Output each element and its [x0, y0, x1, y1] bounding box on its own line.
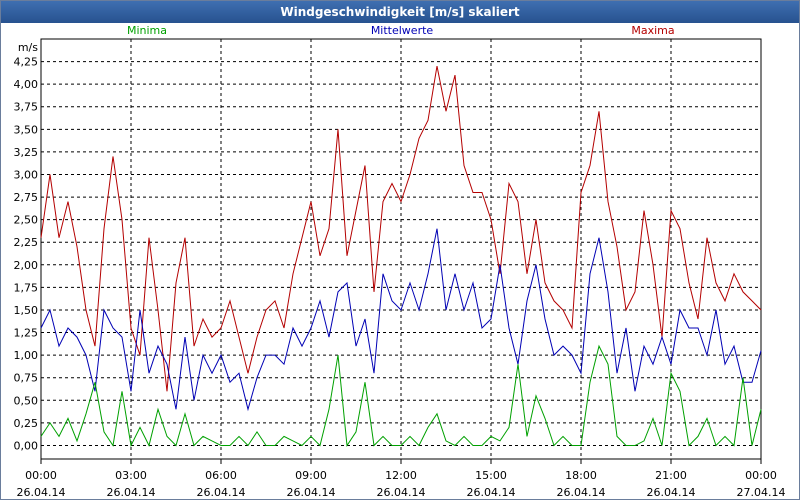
chart-title: Windgeschwindigkeit [m/s] skaliert	[1, 1, 799, 23]
y-tick-label: 2,50	[14, 214, 39, 227]
x-tick-time: 09:00	[295, 469, 327, 482]
y-tick-label: 1,25	[14, 327, 39, 340]
x-tick-time: 00:00	[745, 469, 777, 482]
series-line-minima	[40, 344, 762, 448]
x-tick-date: 26.04.14	[197, 486, 246, 499]
y-tick-label: 2,25	[14, 236, 39, 249]
y-tick-label: 4,25	[14, 56, 39, 69]
y-tick-label: 0,25	[14, 417, 39, 430]
y-tick-label: 3,25	[14, 146, 39, 159]
y-tick-label: 1,75	[14, 281, 39, 294]
x-tick-date: 26.04.14	[107, 486, 156, 499]
y-tick-label: 0,00	[14, 439, 39, 452]
y-tick-label: 2,00	[14, 259, 39, 272]
y-tick-label: 3,50	[14, 123, 39, 136]
x-tick-date: 26.04.14	[287, 486, 336, 499]
series-line-mittelwerte	[40, 228, 762, 412]
x-tick-date: 26.04.14	[467, 486, 516, 499]
x-tick-time: 18:00	[565, 469, 597, 482]
x-tick-date: 26.04.14	[377, 486, 426, 499]
x-tick-date: 26.04.14	[17, 486, 66, 499]
y-tick-label: 0,75	[14, 372, 39, 385]
x-tick-time: 03:00	[115, 469, 147, 482]
x-tick-time: 00:00	[25, 469, 57, 482]
y-axis-label: m/s	[18, 41, 38, 54]
y-tick-label: 3,75	[14, 101, 39, 114]
legend-mittelwerte: Mittelwerte	[371, 24, 434, 37]
y-tick-label: 1,00	[14, 349, 39, 362]
x-tick-time: 12:00	[385, 469, 417, 482]
x-tick-time: 21:00	[655, 469, 687, 482]
y-tick-label: 0,50	[14, 394, 39, 407]
x-tick-date: 26.04.14	[557, 486, 606, 499]
series-line-maxima	[40, 66, 762, 392]
x-tick-time: 06:00	[205, 469, 237, 482]
y-tick-label: 4,00	[14, 78, 39, 91]
y-tick-label: 1,50	[14, 304, 39, 317]
y-tick-label: 3,00	[14, 168, 39, 181]
legend-minima: Minima	[127, 24, 167, 37]
legend-maxima: Maxima	[631, 24, 674, 37]
y-tick-label: 2,75	[14, 191, 39, 204]
x-tick-time: 15:00	[475, 469, 507, 482]
x-tick-date: 26.04.14	[647, 486, 696, 499]
x-tick-date: 27.04.14	[737, 486, 786, 499]
